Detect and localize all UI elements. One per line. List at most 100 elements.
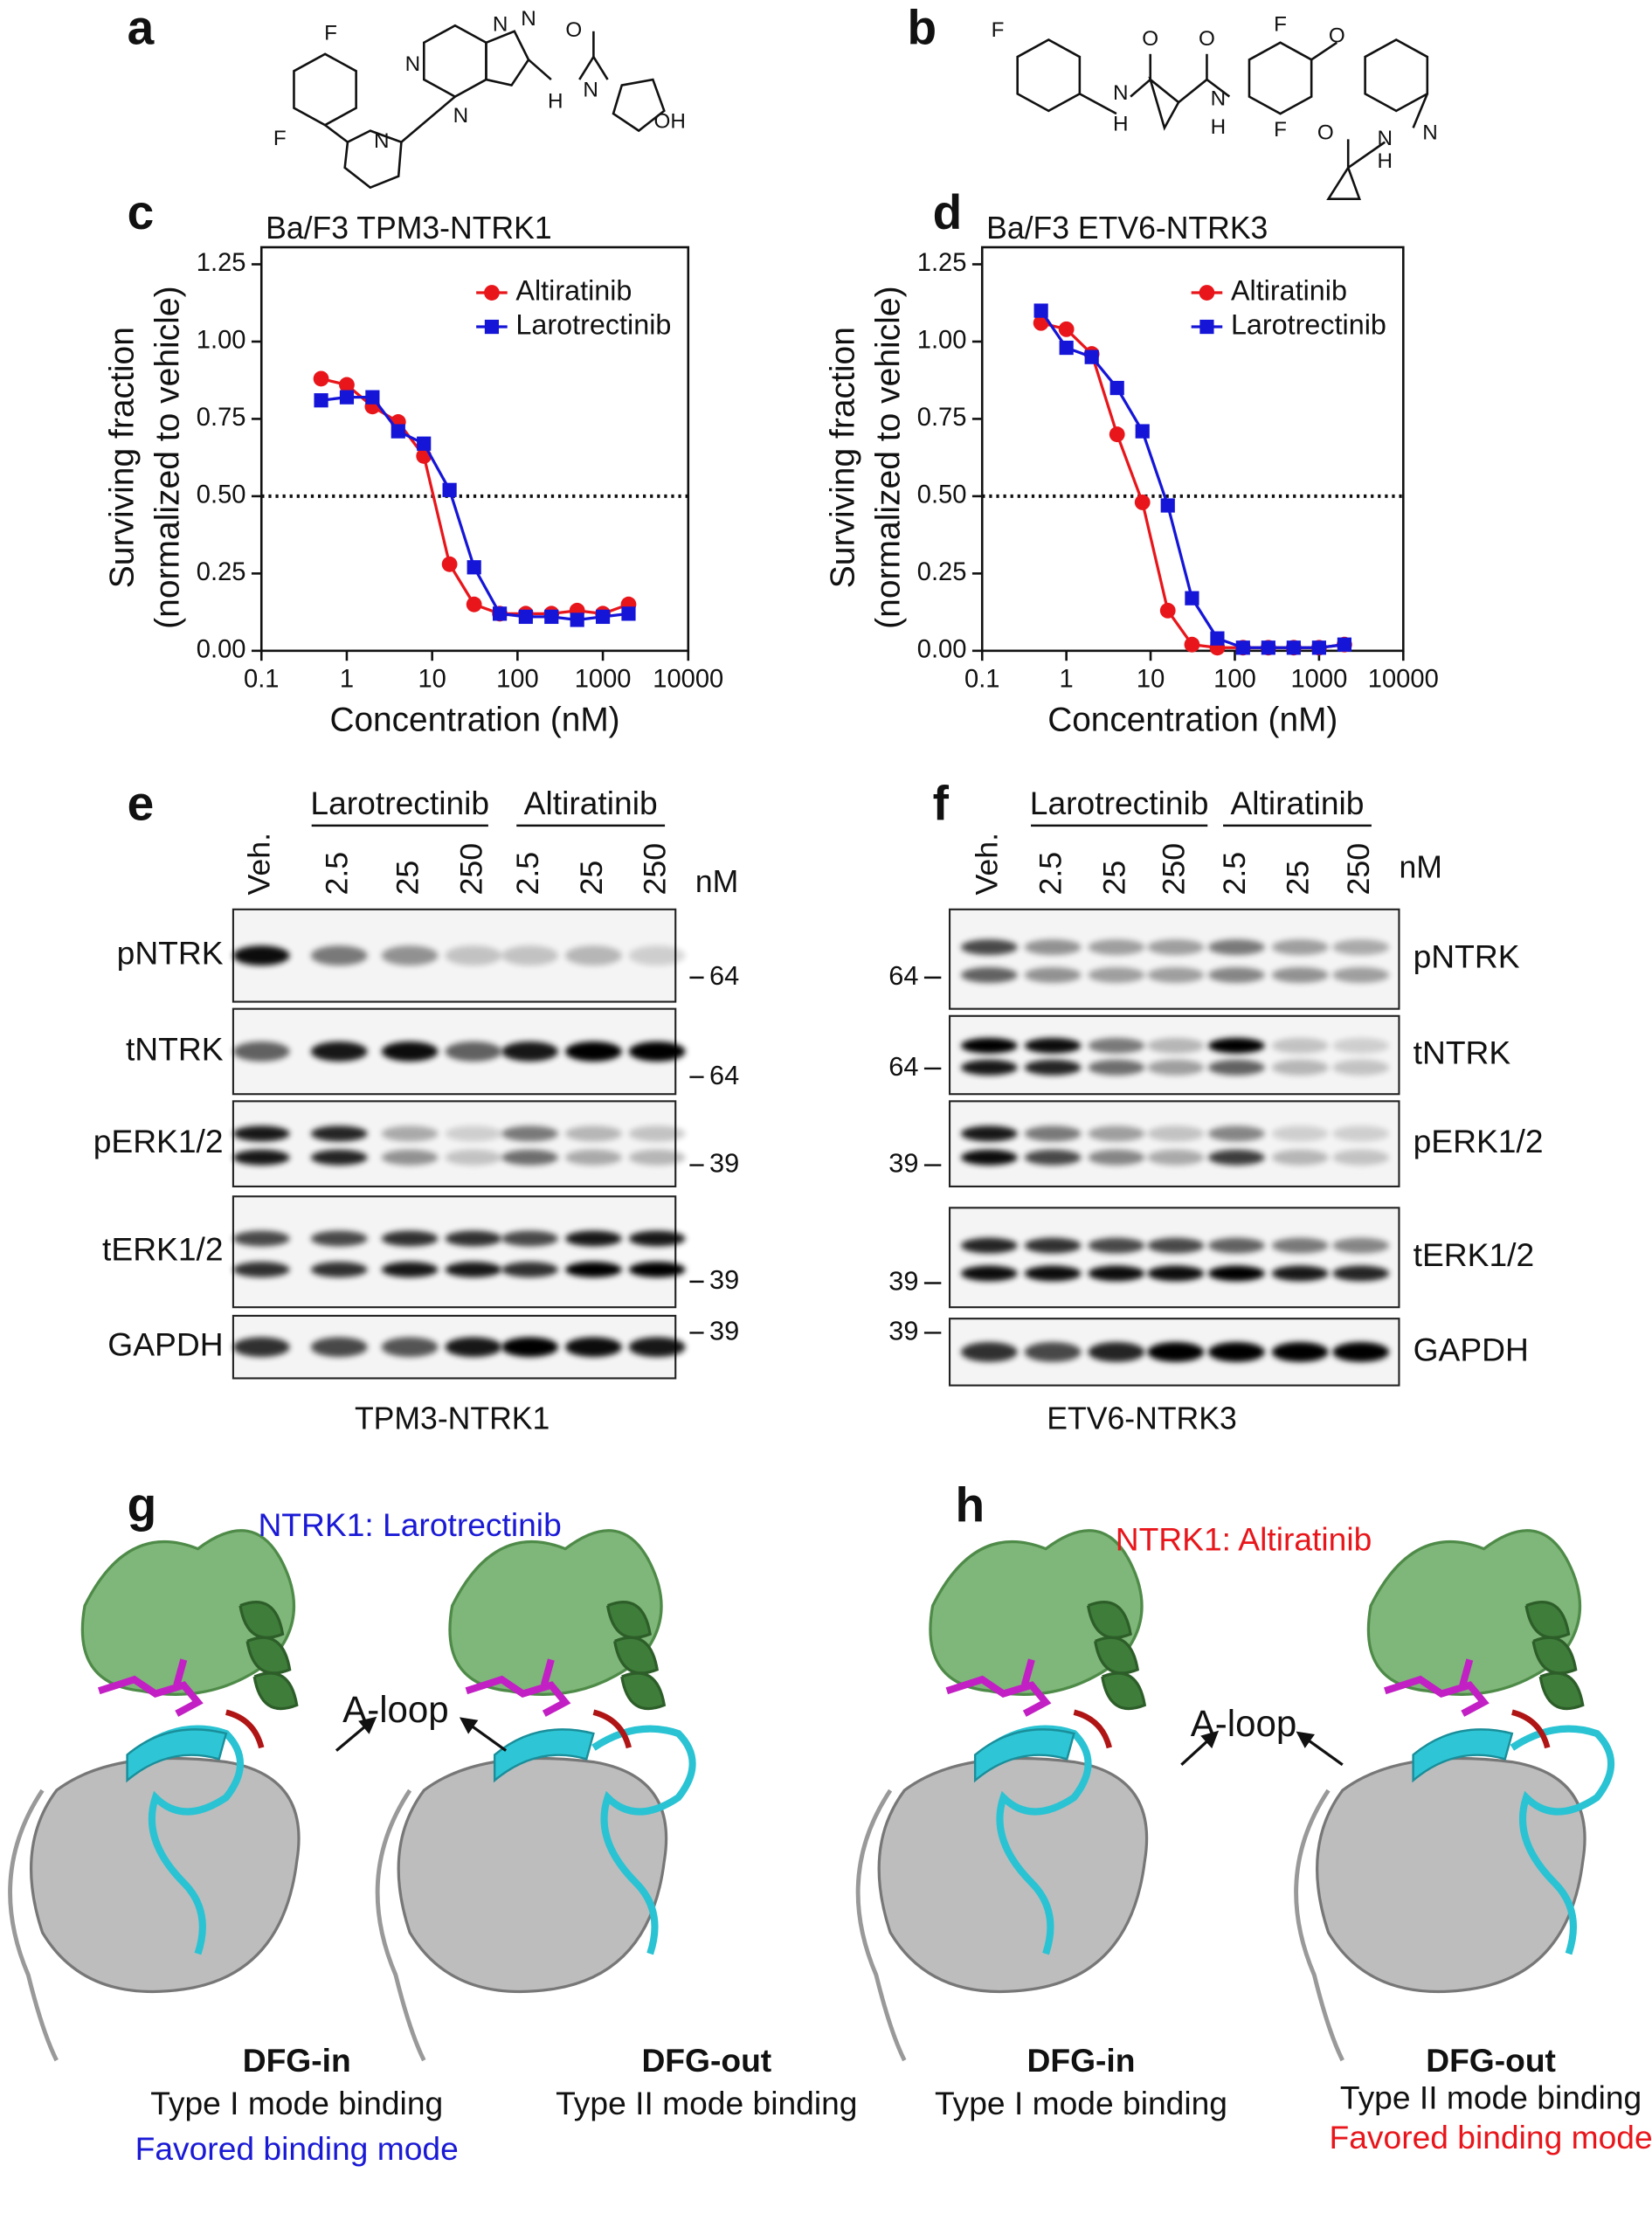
y-tick-label: 0.25: [197, 558, 246, 586]
marker-label: 39: [888, 1316, 918, 1346]
ligand: [465, 1658, 571, 1717]
binding-label: Type II mode binding: [1340, 2079, 1642, 2115]
blot-band: [628, 945, 686, 966]
atom-label: N: [1378, 127, 1393, 150]
x-tick-label: 100: [1213, 666, 1256, 694]
atom-label: N: [1422, 121, 1438, 144]
blot-band: [1024, 1237, 1082, 1254]
legend-label: Altiratinib: [1231, 275, 1347, 307]
blot-band: [1147, 1265, 1205, 1282]
data-point: [1235, 640, 1250, 655]
data-point: [1185, 591, 1199, 605]
a-loop-helix: [1412, 1728, 1514, 1783]
blot-band: [1088, 1125, 1145, 1142]
a-loop: [591, 1725, 696, 1955]
blot-band: [381, 1230, 439, 1247]
atom-label: H: [1113, 112, 1129, 135]
atom-label: O: [1199, 27, 1215, 51]
blot-band: [1271, 1237, 1329, 1254]
marker-label: 64: [709, 960, 739, 991]
lane-label: 25: [391, 861, 425, 896]
atom-label: O: [1142, 27, 1158, 51]
data-point: [467, 560, 481, 575]
data-point: [544, 609, 559, 625]
blot-band: [1088, 1237, 1145, 1254]
blot-band: [501, 945, 558, 966]
blot-band: [628, 1125, 686, 1142]
blot-band: [1208, 1059, 1265, 1076]
binding-label: Type I mode binding: [935, 2085, 1227, 2121]
protein-nlobe: [929, 1529, 1144, 1696]
data-point: [313, 370, 329, 387]
x-axis-label: Concentration (nM): [1047, 701, 1337, 738]
binding-label: DFG-out: [641, 2042, 771, 2079]
unit-label: nM: [1399, 850, 1441, 885]
a-loop-helix: [973, 1728, 1075, 1783]
blot-band: [1332, 1149, 1390, 1166]
marker-label: 39: [709, 1316, 739, 1346]
blot-band: [1147, 1037, 1205, 1054]
blot-band: [232, 1125, 290, 1142]
protein-nlobe: [1366, 1529, 1582, 1696]
lane-label: 25: [574, 861, 609, 896]
structure-title: NTRK1: Larotrectinib: [258, 1506, 561, 1543]
blot-band: [1332, 967, 1390, 983]
a-loop-helix: [126, 1728, 228, 1783]
atom-label: O: [565, 18, 582, 42]
data-point: [1286, 640, 1301, 655]
lane-label: 2.5: [1033, 852, 1068, 896]
blot-band: [310, 945, 368, 966]
blot-caption: TPM3-NTRK1: [355, 1401, 550, 1436]
data-point: [1084, 349, 1099, 364]
group-label: Larotrectinib: [310, 785, 489, 821]
binding-label: Type I mode binding: [150, 2085, 443, 2121]
data-point: [1159, 602, 1176, 619]
x-tick-label: 0.1: [964, 666, 999, 694]
blot-band: [1147, 939, 1205, 956]
dfg-segment: [592, 1709, 632, 1749]
binding-label: DFG-in: [1026, 2042, 1135, 2079]
blot-panel: [232, 1100, 677, 1187]
x-tick-label: 1000: [575, 666, 632, 694]
y-tick-label: 0.00: [917, 635, 967, 663]
y-tick-label: 0.75: [197, 404, 246, 432]
data-point: [1059, 340, 1074, 356]
marker-label: 39: [709, 1148, 739, 1179]
x-axis-label: Concentration (nM): [329, 701, 619, 738]
data-point: [1033, 303, 1048, 318]
blot-band: [445, 1230, 502, 1247]
blot-band: [960, 1059, 1018, 1076]
blot-band: [381, 1041, 439, 1062]
panel-label: h: [956, 1478, 985, 1533]
blot-band: [1332, 939, 1390, 956]
row-label: pERK1/2: [1414, 1123, 1544, 1159]
blot-band: [1332, 1342, 1390, 1362]
lane-label: 2.5: [510, 852, 545, 896]
blot-band: [960, 1237, 1018, 1254]
data-point: [1337, 637, 1351, 652]
blot-band: [1024, 1149, 1082, 1166]
protein-helix: [1524, 1601, 1585, 1711]
binding-label: Favored binding mode: [1330, 2119, 1652, 2155]
x-tick-label: 10000: [1368, 666, 1439, 694]
arrow-head: [1296, 1731, 1315, 1748]
data-point: [1184, 636, 1200, 653]
y-tick-label: 1.00: [197, 327, 246, 355]
blot-band: [565, 1262, 622, 1277]
blot-band: [628, 1041, 686, 1062]
protein-nlobe: [80, 1529, 296, 1696]
protein-loop: [375, 1789, 426, 2062]
data-point: [442, 482, 457, 497]
data-point: [466, 596, 482, 612]
protein-helix: [238, 1601, 299, 1711]
blot-panel: [948, 1014, 1400, 1096]
group-label: Altiratinib: [1230, 785, 1364, 821]
atom-label: N: [521, 7, 536, 31]
blot-band: [1332, 1059, 1390, 1076]
legend-marker: [1199, 285, 1215, 301]
blot-band: [501, 1149, 558, 1166]
blot-band: [565, 1041, 622, 1062]
lane-label: 2.5: [1217, 852, 1252, 896]
panel-label: a: [128, 0, 156, 54]
